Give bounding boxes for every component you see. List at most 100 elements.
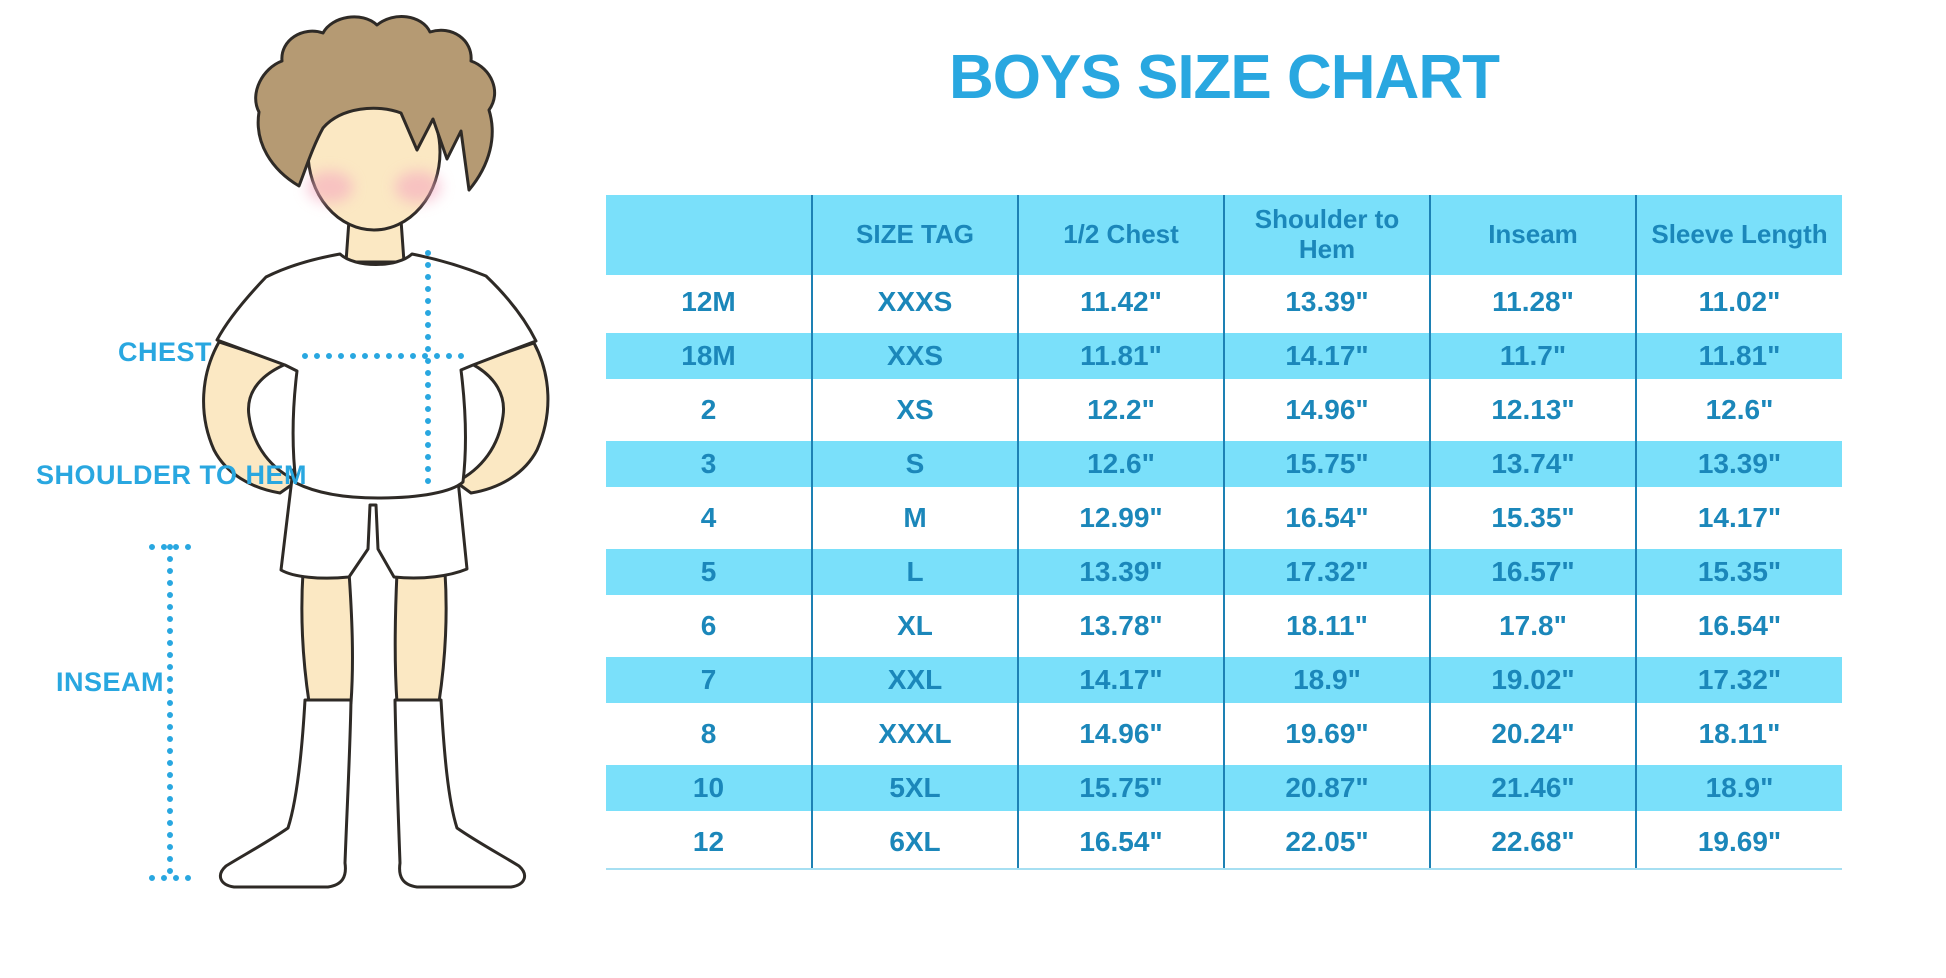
table-cell: 14.96" [1223, 383, 1430, 437]
row-size-label: 6 [700, 610, 717, 641]
left-cheek-blush [307, 171, 353, 203]
table-cell: 16.57" [1429, 545, 1636, 599]
table-cell: 21.46" [1429, 761, 1636, 815]
table-cell: 16.54" [1017, 815, 1224, 870]
table-cell: 11.81" [1635, 329, 1842, 383]
row-size-label: 10 [606, 761, 812, 815]
size-table-header: SIZE TAG 1/2 Chest Shoulder to Hem Inseam Sl… [606, 195, 1842, 275]
table-cell: XXXL [811, 707, 1018, 761]
table-cell: 14.96" [1017, 707, 1224, 761]
table-cell: 12.6" [1017, 437, 1224, 491]
left-leg [300, 570, 354, 705]
table-cell: 5XL [811, 761, 1018, 815]
inseam-label: INSEAM [56, 667, 165, 697]
table-cell: 17.32" [1635, 653, 1842, 707]
table-row: 4 M 12.99" 16.54" 15.35" 14.17" [606, 491, 1842, 545]
table-row: 8 XXXL 14.96" 19.69" 20.24" 18.11" [606, 707, 1842, 761]
table-row: 7 XXL 14.17" 18.9" 19.02" 17.32" [606, 653, 1842, 707]
table-cell: 22.05" [1223, 815, 1430, 870]
column-header: 1/2 Chest [1017, 195, 1224, 275]
inseam-measure-line [149, 544, 193, 881]
table-row: 5 L 13.39" 17.32" 16.57" 15.35" [606, 545, 1842, 599]
table-cell: 20.24" [1429, 707, 1636, 761]
table-cell: 19.69" [1635, 815, 1842, 870]
row-size-label: 4 [700, 502, 717, 533]
boy-illustration: CHEST SHOULDER TO HEM INSEAM [0, 0, 560, 973]
row-size-label: 18M [606, 329, 812, 383]
table-cell: XXL [811, 653, 1018, 707]
table-cell: 12.2" [1017, 383, 1224, 437]
tshirt [215, 252, 538, 500]
table-row: 2 XS 12.2" 14.96" 12.13" 12.6" [606, 383, 1842, 437]
table-cell: 17.32" [1223, 545, 1430, 599]
table-cell: XXS [811, 329, 1018, 383]
table-cell: 15.35" [1429, 491, 1636, 545]
table-cell: S [811, 437, 1018, 491]
table-cell: 12.99" [1017, 491, 1224, 545]
right-sock [393, 698, 527, 889]
table-cell: 13.74" [1429, 437, 1636, 491]
table-cell: 15.75" [1223, 437, 1430, 491]
table-cell: 18.9" [1635, 761, 1842, 815]
table-row: 3 S 12.6" 15.75" 13.74" 13.39" [606, 437, 1842, 491]
column-header: Shoulder to Hem [1223, 195, 1430, 275]
table-row: 12M XXXS 11.42" 13.39" 11.28" 11.02" [606, 275, 1842, 329]
table-cell: 22.68" [1429, 815, 1636, 870]
table-cell: XXXS [811, 275, 1018, 329]
table-cell: 16.54" [1223, 491, 1430, 545]
table-cell: 14.17" [1223, 329, 1430, 383]
table-cell: XL [811, 599, 1018, 653]
right-arm [454, 341, 550, 495]
left-arm [202, 340, 299, 495]
right-leg [393, 570, 448, 705]
table-cell: 20.87" [1223, 761, 1430, 815]
table-cell: 12.6" [1635, 383, 1842, 437]
table-cell: 11.81" [1017, 329, 1224, 383]
column-header: Sleeve Length [1635, 195, 1842, 275]
row-size-label: 12M [681, 286, 736, 317]
table-cell: 19.69" [1223, 707, 1430, 761]
table-cell: 13.39" [1017, 545, 1224, 599]
shoulder-to-hem-label: SHOULDER TO HEM [36, 460, 308, 490]
page-title: BOYS SIZE CHART [949, 43, 1500, 112]
table-cell: M [811, 491, 1018, 545]
right-cheek-blush [395, 171, 441, 203]
size-table-body: 12M XXXS 11.42" 13.39" 11.28" 11.02" 18M XXS 11.… [606, 275, 1842, 870]
row-size-label: 8 [700, 718, 717, 749]
row-size-label: 12 [606, 815, 812, 870]
table-cell: 11.02" [1635, 275, 1842, 329]
table-cell: 18.11" [1635, 707, 1842, 761]
row-size-label: 7 [606, 653, 812, 707]
table-cell: 13.39" [1635, 437, 1842, 491]
column-header: Inseam [1429, 195, 1636, 275]
table-cell: 6XL [811, 815, 1018, 870]
boy-figure-svg [149, 15, 550, 889]
table-cell: 11.7" [1429, 329, 1636, 383]
left-sock [218, 698, 353, 889]
table-row: 6 XL 13.78" 18.11" 17.8" 16.54" [606, 599, 1842, 653]
table-cell: 18.9" [1223, 653, 1430, 707]
row-size-label: 3 [606, 437, 812, 491]
table-cell: 11.28" [1429, 275, 1636, 329]
chest-label: CHEST [118, 337, 213, 367]
table-cell: 15.35" [1635, 545, 1842, 599]
table-cell: 15.75" [1017, 761, 1224, 815]
table-cell: 11.42" [1017, 275, 1224, 329]
row-size-label: 5 [606, 545, 812, 599]
table-cell: 13.78" [1017, 599, 1224, 653]
table-cell: 16.54" [1635, 599, 1842, 653]
size-table: SIZE TAG 1/2 Chest Shoulder to Hem Inseam Sl… [606, 195, 1842, 870]
table-cell: L [811, 545, 1018, 599]
table-cell: 17.8" [1429, 599, 1636, 653]
table-row: 10 5XL 15.75" 20.87" 21.46" 18.9" [606, 761, 1842, 815]
table-cell: 12.13" [1429, 383, 1636, 437]
row-size-label: 2 [700, 394, 717, 425]
column-header: SIZE TAG [811, 195, 1018, 275]
hair [254, 15, 497, 192]
table-cell: 14.17" [1017, 653, 1224, 707]
column-header [606, 195, 812, 275]
table-row: 18M XXS 11.81" 14.17" 11.7" 11.81" [606, 329, 1842, 383]
table-cell: XS [811, 383, 1018, 437]
table-cell: 14.17" [1635, 491, 1842, 545]
table-cell: 18.11" [1223, 599, 1430, 653]
